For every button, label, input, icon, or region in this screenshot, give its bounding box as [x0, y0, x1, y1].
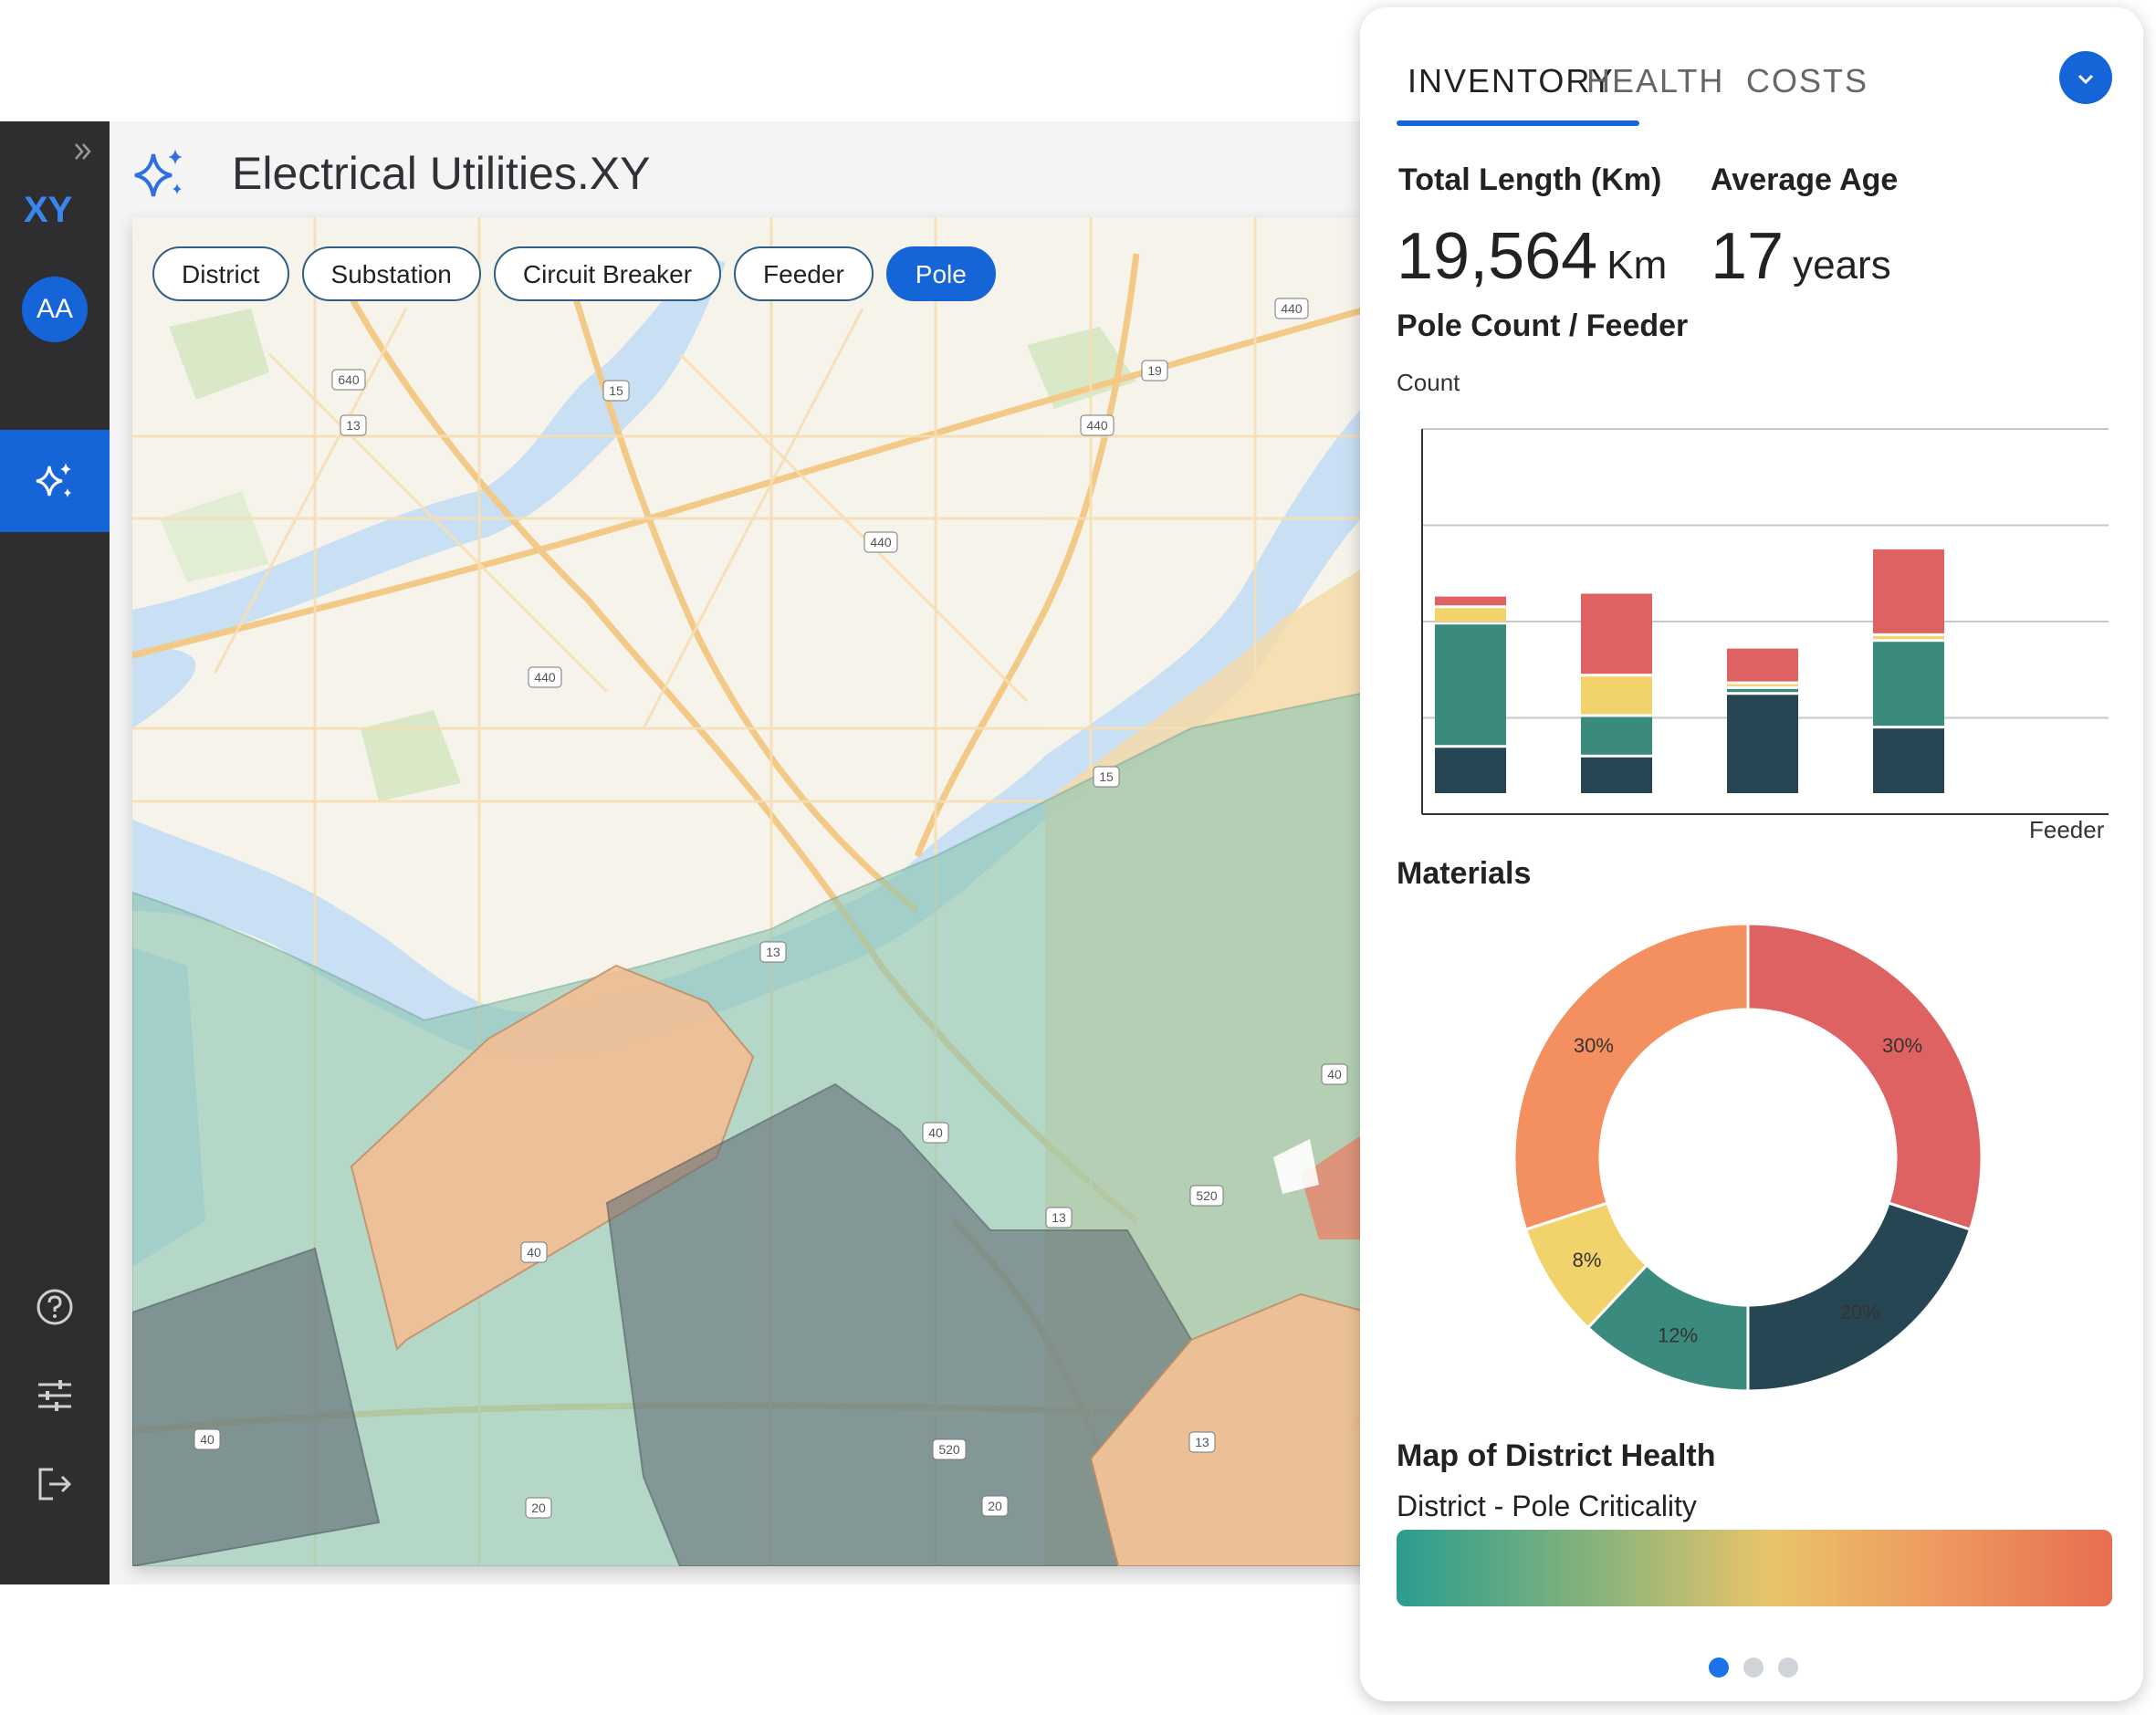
svg-text:13: 13 [346, 418, 361, 433]
page-dot-1[interactable] [1709, 1657, 1729, 1678]
donut-slice-2[interactable] [1746, 1201, 1973, 1393]
bar-segment-2-1[interactable] [1581, 757, 1652, 793]
bar-segment-3-4[interactable] [1727, 648, 1798, 682]
district-health-title: Map of District Health [1397, 1438, 1716, 1473]
materials-title: Materials [1397, 856, 1532, 891]
app-logo: XY [24, 190, 73, 230]
filter-chip-pole[interactable]: Pole [885, 246, 996, 301]
svg-text:520: 520 [1196, 1188, 1218, 1203]
svg-text:13: 13 [1195, 1435, 1209, 1449]
double-chevron-right-icon[interactable] [71, 140, 95, 163]
district-health-subtitle: District - Pole Criticality [1397, 1490, 1697, 1522]
svg-text:520: 520 [938, 1442, 960, 1457]
tab-health[interactable]: HEALTH [1586, 62, 1725, 99]
kpi-total-length-value: 19,564 Km [1397, 220, 1668, 293]
svg-text:640: 640 [338, 372, 360, 387]
donut-slice-label-1: 30% [1882, 1034, 1922, 1057]
filter-chip-district[interactable]: District [152, 246, 289, 301]
kpi-total-length-label: Total Length (Km) [1398, 162, 1662, 197]
page-dot-3[interactable] [1778, 1657, 1798, 1678]
bar-segment-3-3[interactable] [1727, 684, 1798, 686]
tab-costs[interactable]: COSTS [1746, 62, 1869, 99]
bar-segment-1-1[interactable] [1435, 748, 1506, 793]
svg-text:440: 440 [534, 670, 556, 685]
svg-text:13: 13 [1052, 1210, 1066, 1225]
kpi-average-age-value: 17 years [1711, 220, 1891, 293]
svg-text:15: 15 [1099, 769, 1114, 784]
bar-chart-ylabel: Count [1397, 369, 1460, 396]
pole-chart-title: Pole Count / Feeder [1397, 308, 1689, 343]
materials-donut-chart: 30% 20% 12% 8% 30% [1512, 922, 1983, 1393]
svg-text:440: 440 [1281, 301, 1303, 316]
active-tab-indicator [1397, 120, 1639, 126]
bar-segment-3-1[interactable] [1727, 695, 1798, 793]
map-canvas[interactable]: 640 13 15 440 19 440 440 440 15 13 40 40… [132, 217, 1369, 1566]
filter-chip-circuit-breaker[interactable]: Circuit Breaker [493, 246, 722, 301]
svg-text:20: 20 [531, 1501, 546, 1515]
bar-segment-4-3[interactable] [1873, 635, 1944, 640]
svg-text:13: 13 [766, 945, 780, 959]
bar-segment-2-3[interactable] [1581, 676, 1652, 715]
donut-slice-label-3: 12% [1658, 1323, 1698, 1346]
bar-segment-3-2[interactable] [1727, 688, 1798, 693]
sidebar: XY AA [0, 121, 110, 1584]
insights-panel: INVENTORY HEALTH COSTS Total Length (Km)… [1360, 7, 2143, 1701]
bar-segment-1-2[interactable] [1435, 624, 1506, 746]
chevron-down-icon [2078, 74, 2094, 85]
filter-chip-feeder[interactable]: Feeder [734, 246, 874, 301]
donut-slice-5[interactable] [1512, 922, 1750, 1231]
kpi-average-age-label: Average Age [1711, 162, 1899, 197]
donut-slice-label-4: 8% [1573, 1249, 1602, 1271]
pole-count-bar-chart [1421, 428, 2109, 815]
svg-text:40: 40 [1327, 1067, 1342, 1082]
svg-text:19: 19 [1147, 363, 1162, 378]
svg-text:XY: XY [24, 190, 73, 230]
svg-text:40: 40 [928, 1125, 943, 1140]
bar-segment-4-4[interactable] [1873, 549, 1944, 633]
svg-text:15: 15 [609, 383, 623, 398]
tab-inventory[interactable]: INVENTORY [1408, 62, 1615, 99]
bar-segment-4-2[interactable] [1873, 642, 1944, 727]
donut-slice-label-2: 20% [1840, 1301, 1880, 1323]
user-avatar[interactable]: AA [22, 277, 88, 342]
page-title: Electrical Utilities.XY [232, 148, 651, 199]
criticality-gradient-legend [1397, 1530, 2112, 1606]
district-map[interactable]: 640 13 15 440 19 440 440 440 15 13 40 40… [132, 217, 1369, 1566]
svg-text:20: 20 [988, 1499, 1002, 1513]
help-icon[interactable] [33, 1285, 77, 1329]
sparkle-icon [134, 149, 183, 197]
donut-slice-label-5: 30% [1574, 1034, 1614, 1057]
map-filter-chips: District Substation Circuit Breaker Feed… [152, 246, 996, 301]
panel-tabs: INVENTORY HEALTH COSTS [1397, 53, 2109, 126]
bar-chart-xlabel: Feeder [2029, 816, 2105, 843]
bar-segment-1-3[interactable] [1435, 608, 1506, 622]
page-dot-2[interactable] [1743, 1657, 1764, 1678]
bar-segment-2-2[interactable] [1581, 716, 1652, 755]
panel-dropdown-button[interactable] [2059, 51, 2112, 104]
bar-segment-2-4[interactable] [1581, 593, 1652, 674]
svg-text:440: 440 [1086, 418, 1108, 433]
sliders-icon[interactable] [33, 1374, 77, 1417]
logout-icon[interactable] [33, 1462, 77, 1506]
svg-text:40: 40 [527, 1245, 541, 1260]
sidebar-item-ai[interactable] [0, 430, 110, 532]
svg-text:440: 440 [870, 535, 892, 549]
page-indicator [1709, 1657, 1798, 1678]
bar-segment-1-4[interactable] [1435, 596, 1506, 606]
filter-chip-substation[interactable]: Substation [301, 246, 481, 301]
sparkle-icon [36, 463, 71, 497]
svg-text:40: 40 [200, 1432, 215, 1447]
bar-segment-4-1[interactable] [1873, 728, 1944, 793]
donut-slice-1[interactable] [1746, 922, 1983, 1231]
